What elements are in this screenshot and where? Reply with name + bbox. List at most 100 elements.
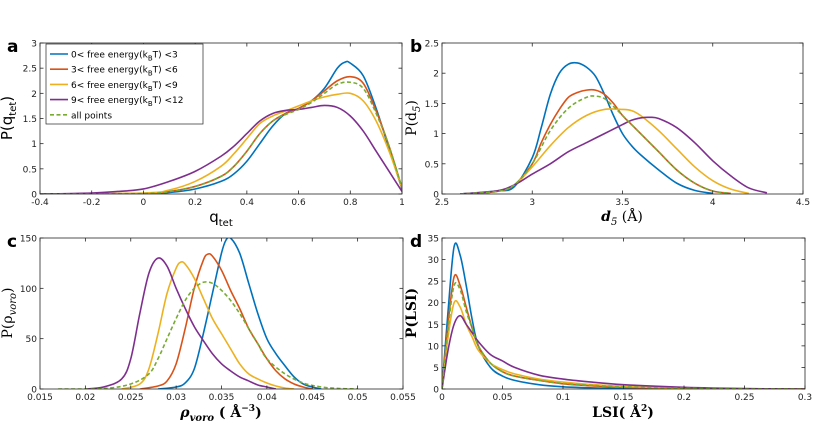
x-tick-label: 0.03 — [166, 393, 186, 403]
x-tick-label: 0 — [141, 198, 147, 208]
series-group — [40, 60, 402, 194]
axes-box — [441, 42, 804, 195]
y-tick-label: 0 — [31, 386, 37, 396]
x-tick-label: 0.04 — [257, 393, 277, 403]
legend-entry: all points — [71, 111, 112, 121]
panel-label: c — [7, 232, 17, 252]
series-group — [459, 61, 768, 194]
x-tick-label: 3.5 — [615, 198, 629, 208]
x-tick-label: 4.5 — [796, 198, 810, 208]
y-tick-label: 25 — [428, 278, 439, 288]
series-line-2 — [442, 299, 805, 389]
y-tick-label: 100 — [20, 285, 37, 295]
x-tick-label: 0.055 — [390, 393, 416, 403]
legend-entry: 6< free energy(kBT) <9 — [71, 81, 178, 93]
x-axis-label: ρvoro ( Å−3) — [179, 403, 261, 424]
axes-box — [39, 237, 404, 390]
series-line-3 — [40, 104, 402, 194]
y-tick-label: 0 — [433, 191, 439, 201]
y-tick-label: 1.5 — [23, 115, 37, 125]
legend-entry: 9< free energy(kBT) <12 — [71, 96, 184, 108]
panel-c: 0.015 0.02 0.025 0.03 0.035 0.04 0.045 0.05 0.05… — [0, 232, 416, 424]
x-tick-label: 0.6 — [291, 198, 306, 208]
series-group — [442, 242, 805, 389]
x-tick-label: 4 — [710, 198, 716, 208]
x-tick-label: 0.05 — [348, 393, 368, 403]
legend-box — [45, 43, 204, 125]
y-tick-label: 15 — [428, 321, 439, 331]
y-tick-label: 20 — [428, 299, 440, 309]
y-tick-label: 5 — [433, 364, 439, 374]
series-line-2 — [459, 108, 750, 194]
y-tick-label: 0 — [433, 386, 439, 396]
y-tick-label: 2.5 — [23, 65, 37, 75]
x-tick-label: 0 — [439, 393, 445, 403]
y-tick-label: 50 — [26, 335, 38, 345]
series-line-3 — [85, 257, 277, 389]
x-tick-label: 0.035 — [209, 393, 235, 403]
y-tick-label: 0.5 — [23, 165, 37, 175]
x-tick-label: 2.5 — [435, 198, 449, 208]
series-line-4 — [58, 281, 358, 389]
x-tick-label: 0.05 — [492, 393, 512, 403]
x-tick-label: 0.045 — [299, 393, 325, 403]
series-line-0 — [157, 238, 322, 389]
legend-entry: 0< free energy(kBT) <3 — [71, 51, 178, 63]
y-tick-label: 2 — [433, 70, 439, 80]
panel-d: 0 0.05 0.1 0.15 0.2 0.25 0.3 0 5 10 15 20 25 30 35 d LSI… — [404, 232, 812, 421]
y-tick-label: 0.5 — [425, 160, 439, 170]
x-tick-label: 0.3 — [798, 393, 812, 403]
y-tick-label: 1.5 — [425, 100, 439, 110]
x-tick-label: 1 — [399, 198, 405, 208]
series-line-2 — [121, 260, 295, 389]
series-line-1 — [139, 252, 313, 389]
series-line-3 — [442, 314, 805, 389]
y-tick-label: 2 — [31, 90, 37, 100]
x-tick-label: 0.8 — [343, 198, 358, 208]
series-line-1 — [459, 88, 731, 194]
y-tick-label: 30 — [428, 256, 440, 266]
x-tick-label: 0.02 — [75, 393, 95, 403]
x-axis-label: LSI( Å2) — [592, 403, 654, 421]
y-tick-label: 3 — [31, 40, 37, 50]
panel-label: a — [7, 37, 18, 57]
x-tick-label: 0.2 — [677, 393, 691, 403]
y-tick-label: 150 — [20, 235, 37, 245]
legend: 0< free energy(kBT) <3 3< free energy(kBT… — [45, 43, 204, 125]
y-axis-label: P(LSI) — [404, 288, 420, 338]
y-tick-label: 10 — [428, 342, 440, 352]
y-tick-label: 1 — [31, 140, 37, 150]
y-axis-label: P(d5) — [404, 100, 423, 136]
x-tick-label: 3 — [529, 198, 535, 208]
x-tick-label: -0.4 — [31, 198, 49, 208]
x-tick-label: -0.2 — [83, 198, 101, 208]
x-tick-label: 0.025 — [118, 393, 144, 403]
y-tick-label: 35 — [428, 235, 439, 245]
x-tick-label: 0.25 — [734, 393, 754, 403]
series-line-3 — [459, 116, 768, 194]
x-axis-label: qtet — [209, 208, 233, 229]
panel-label: d — [410, 232, 422, 252]
y-tick-label: 0 — [31, 191, 37, 201]
x-tick-label: 0.015 — [27, 393, 53, 403]
panel-a: -0.4 -0.2 0 0.2 0.4 0.6 0.8 1 0 0.5 1 1.5 2 2.5 3 a qtet… — [0, 37, 405, 229]
series-line-4 — [442, 281, 805, 389]
x-tick-label: 0.2 — [188, 198, 202, 208]
x-tick-label: 0.1 — [556, 393, 570, 403]
series-line-4 — [459, 95, 731, 194]
series-line-0 — [442, 242, 805, 389]
y-tick-label: 1 — [433, 130, 439, 140]
y-axis-label: P(qtet) — [0, 96, 19, 140]
series-line-4 — [40, 81, 402, 194]
y-tick-label: 2.5 — [425, 40, 439, 50]
series-line-0 — [459, 61, 713, 194]
series-group — [58, 238, 358, 389]
legend-entry: 3< free energy(kBT) <6 — [71, 66, 178, 78]
x-tick-label: 0.15 — [613, 393, 633, 403]
x-axis-label: d5 (Å) — [601, 207, 643, 228]
x-tick-label: 0.4 — [240, 198, 255, 208]
panel-label: b — [410, 37, 422, 57]
y-axis-label: P(ρvoro) — [0, 287, 19, 338]
